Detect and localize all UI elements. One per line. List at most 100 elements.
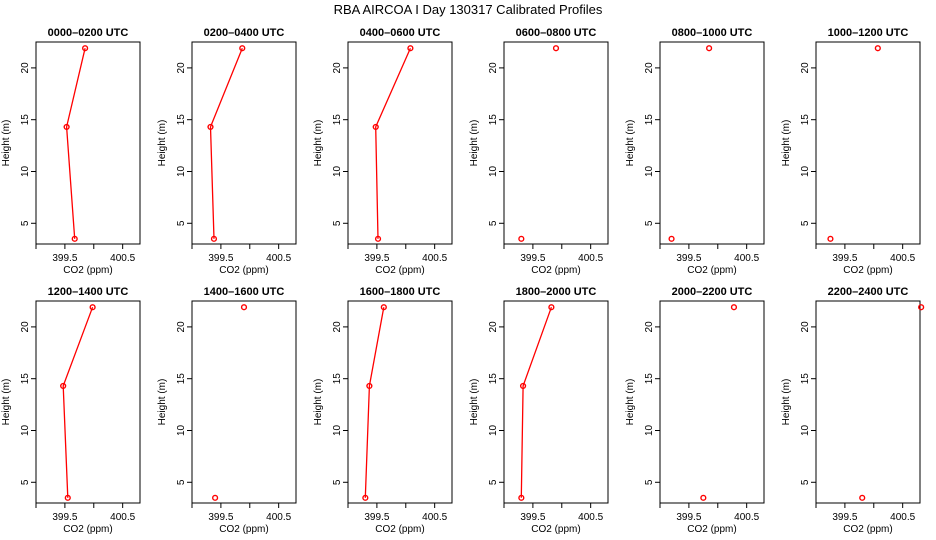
panel-title: 1400–1600 UTC [204,286,285,298]
y-tick-label: 10 [488,424,499,436]
y-tick-label: 10 [20,165,31,177]
y-tick-label: 15 [332,114,343,126]
y-tick-label: 5 [800,220,811,226]
y-tick-label: 20 [488,321,499,333]
y-tick-label: 20 [644,62,655,74]
plot-frame [815,41,921,245]
data-point [366,382,373,390]
panel-title: 1600–1800 UTC [360,286,441,298]
x-axis-label: CO2 (ppm) [843,265,892,276]
plot-frame [815,300,921,504]
y-tick-label: 10 [800,165,811,177]
y-tick-label: 15 [488,373,499,385]
data-point [71,235,78,242]
y-tick-label: 15 [800,373,811,385]
x-tick-label: 400.5 [110,253,135,264]
data-point [918,304,925,311]
y-tick-label: 20 [332,62,343,74]
data-point [239,45,246,52]
data-point [407,45,414,52]
panel-7: 1200–1400 UTC 399.5 400.5 5 10 15 20 CO2 (ppm) H… [1,286,141,535]
x-tick-label: 400.5 [266,253,291,264]
profile-line [520,306,553,498]
y-tick-label: 20 [20,62,31,74]
profile-line [375,47,411,239]
y-tick-label: 5 [176,220,187,226]
y-tick-label: 20 [176,321,187,333]
y-tick-label: 20 [644,321,655,333]
panel-title: 2000–2200 UTC [672,286,753,298]
y-tick-label: 10 [644,424,655,436]
y-tick-label: 10 [644,165,655,177]
panel-8: 1400–1600 UTC 399.5 400.5 5 10 15 20 CO2 (ppm) H… [157,286,297,535]
y-tick-label: 5 [800,479,811,485]
x-tick-label: 399.5 [520,512,545,523]
x-tick-label: 399.5 [208,253,233,264]
y-tick-label: 20 [800,62,811,74]
y-tick-label: 5 [176,479,187,485]
y-tick-label: 5 [488,479,499,485]
panel-1: 0000–0200 UTC 399.5 400.5 5 10 15 20 CO2 (ppm) H… [1,27,141,276]
y-axis-label: Height (m) [1,120,12,167]
x-tick-label: 399.5 [364,253,389,264]
x-tick-label: 400.5 [890,253,915,264]
y-tick-label: 5 [20,220,31,226]
panel-title: 1800–2000 UTC [516,286,597,298]
panel-title: 1200–1400 UTC [48,286,129,298]
y-axis-label: Height (m) [781,379,792,426]
data-point [63,123,70,131]
y-tick-label: 5 [644,479,655,485]
panel-title: 0200–0400 UTC [204,27,285,39]
data-point [706,45,713,52]
x-tick-label: 400.5 [266,512,291,523]
x-tick-label: 399.5 [208,512,233,523]
y-tick-label: 10 [176,165,187,177]
panel-title: 0800–1000 UTC [672,27,753,39]
x-tick-label: 400.5 [422,512,447,523]
plot-frame [35,300,141,504]
y-tick-label: 15 [488,114,499,126]
data-point [874,45,881,52]
y-tick-label: 20 [176,62,187,74]
data-point [240,304,248,311]
profile-line [364,307,385,498]
y-tick-label: 15 [644,114,655,126]
plot-frame [347,300,453,504]
x-tick-label: 400.5 [422,253,447,264]
y-tick-label: 10 [176,424,187,436]
y-tick-label: 20 [332,321,343,333]
data-point [827,235,834,242]
x-tick-label: 400.5 [734,512,759,523]
panel-title: 0600–0800 UTC [516,27,597,39]
data-point [64,494,71,501]
x-tick-label: 399.5 [832,253,857,264]
profile-line [62,306,94,498]
plot-frame [191,300,297,504]
y-axis-label: Height (m) [469,120,480,167]
y-tick-label: 20 [488,62,499,74]
panel-title: 2200–2400 UTC [828,286,909,298]
plot-frame [35,41,141,245]
x-tick-label: 400.5 [110,512,135,523]
panel-10: 1800–2000 UTC 399.5 400.5 5 10 15 20 CO2 (ppm) H… [469,286,609,535]
y-axis-label: Height (m) [313,120,324,167]
plot-frame [191,41,297,245]
y-axis-label: Height (m) [781,120,792,167]
x-tick-label: 400.5 [734,253,759,264]
y-axis-label: Height (m) [157,120,168,167]
y-tick-label: 15 [800,114,811,126]
data-point [207,123,214,131]
data-point [552,45,560,52]
plot-frame [347,41,453,245]
x-tick-label: 400.5 [578,253,603,264]
panel-2: 0200–0400 UTC 399.5 400.5 5 10 15 20 CO2 (ppm) H… [157,27,297,276]
x-tick-label: 399.5 [676,512,701,523]
x-axis-label: CO2 (ppm) [63,524,112,535]
x-axis-label: CO2 (ppm) [531,265,580,276]
y-axis-label: Height (m) [1,379,12,426]
y-tick-label: 10 [800,424,811,436]
panel-title: 0000–0200 UTC [48,27,129,39]
panel-grid: 0000–0200 UTC 399.5 400.5 5 10 15 20 CO2 (ppm) H… [1,27,925,535]
data-point [518,494,525,501]
